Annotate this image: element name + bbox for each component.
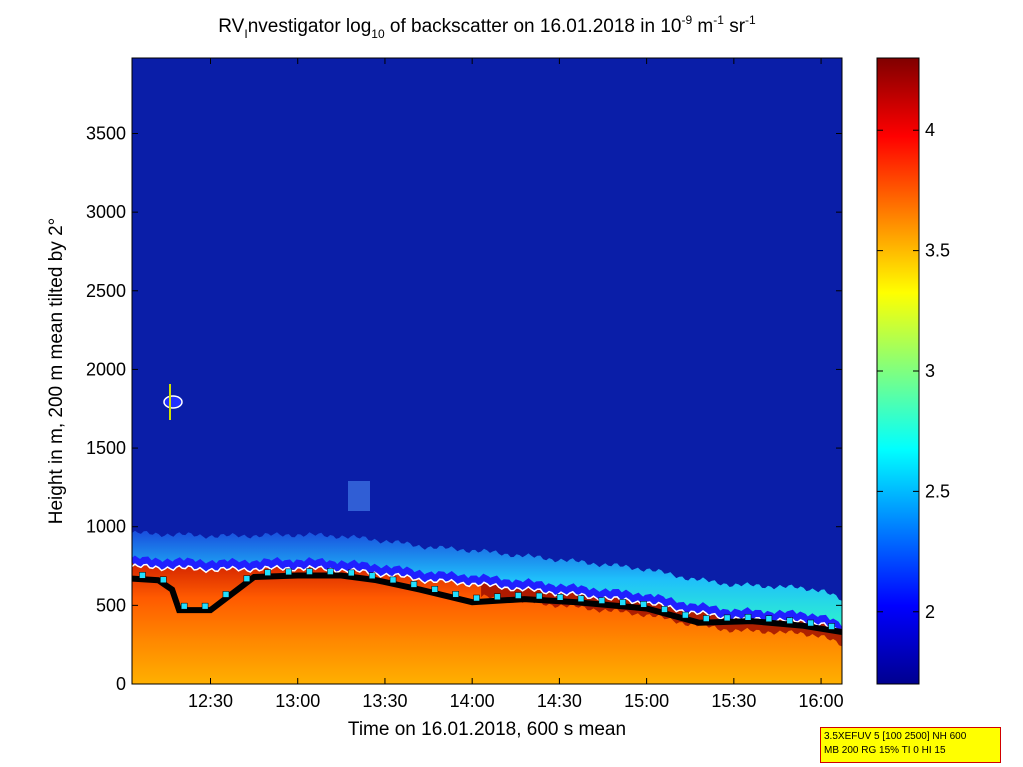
y-tick-label: 2500 [86, 281, 126, 301]
x-tick-label: 15:30 [711, 691, 756, 711]
colorbar-tick-label: 3 [925, 361, 935, 381]
x-tick-label: 12:30 [188, 691, 233, 711]
mlh-marker [201, 602, 209, 610]
mlh-marker [348, 569, 355, 577]
mlh-marker [264, 569, 271, 576]
mlh-marker [243, 575, 251, 582]
x-tick-label: 16:00 [799, 691, 844, 711]
x-tick-label: 14:30 [537, 691, 582, 711]
mlh-marker [640, 601, 647, 608]
mlh-marker [556, 594, 564, 601]
mlh-marker [327, 568, 334, 575]
y-tick-label: 0 [116, 674, 126, 694]
mlh-marker [180, 602, 188, 610]
y-axis-label: Height in m, 200 m mean tilted by 2° [46, 218, 67, 524]
mlh-marker [410, 581, 418, 588]
mlh-marker [807, 619, 814, 627]
info-line-2: MB 200 RG 15% TI 0 HI 15 [824, 745, 946, 756]
x-tick-label: 14:00 [450, 691, 495, 711]
y-tick-label: 3000 [86, 202, 126, 222]
mlh-marker [828, 623, 835, 630]
mlh-marker [222, 591, 230, 598]
plot-frame [131, 57, 843, 685]
x-tick-label: 15:00 [624, 691, 669, 711]
mlh-marker [619, 599, 626, 606]
mlh-marker [160, 576, 167, 583]
isolated-echo-patch [348, 481, 370, 511]
mlh-marker [452, 591, 459, 598]
mlh-marker [598, 597, 606, 604]
x-tick-label: 13:00 [275, 691, 320, 711]
mlh-marker [389, 576, 397, 584]
y-tick-label: 2000 [86, 359, 126, 379]
colorbar-tick-label: 2 [925, 602, 935, 622]
mlh-marker [473, 594, 480, 602]
mlh-marker [786, 617, 794, 624]
mlh-marker [765, 615, 773, 622]
mlh-marker [723, 614, 731, 622]
mixing-layer-height-line [132, 572, 842, 636]
mlh-marker [661, 606, 668, 613]
mlh-marker [494, 593, 501, 601]
colorbar-tick-label: 2.5 [925, 481, 950, 501]
colorbar [876, 57, 920, 685]
mlh-marker [431, 586, 439, 593]
y-tick-label: 1000 [86, 517, 126, 537]
mlh-marker [515, 592, 522, 599]
mlh-marker [682, 611, 689, 619]
chart-title: RVInvestigator log10 of backscatter on 1… [218, 13, 756, 41]
mlh-marker [535, 592, 543, 600]
colorbar-tick-label: 3.5 [925, 241, 950, 261]
mlh-marker [577, 595, 585, 602]
y-axis: 0 500 1000 1500 2000 2500 3000 3500 [86, 123, 842, 694]
y-tick-label: 1500 [86, 438, 126, 458]
x-axis-label: Time on 16.01.2018, 600 s mean [348, 719, 626, 740]
cloud-echo [163, 395, 183, 409]
mlh-marker [368, 572, 376, 579]
y-tick-label: 500 [96, 595, 126, 615]
mlh-marker [139, 572, 146, 579]
mlh-marker [744, 614, 752, 621]
mlh-marker [703, 615, 710, 622]
y-tick-label: 3500 [86, 123, 126, 143]
aerosol-layer [132, 560, 842, 684]
layer-top-outline [132, 563, 842, 636]
info-box: 3.5XEFUV 5 [100 2500] NH 600 MB 200 RG 1… [820, 727, 1001, 763]
x-tick-label: 13:30 [362, 691, 407, 711]
cyan-transition-band [132, 530, 842, 628]
mlh-marker [306, 568, 313, 575]
x-axis: 12:30 13:00 13:30 14:00 14:30 15:00 15:30 16:00 [188, 58, 844, 711]
colorbar-axis: 2 2.5 3 3.5 4 [877, 120, 950, 622]
layer-top-line [132, 555, 842, 634]
info-line-1: 3.5XEFUV 5 [100 2500] NH 600 [824, 731, 967, 742]
mlh-marker [285, 568, 292, 576]
mixing-layer-markers [139, 568, 835, 630]
colorbar-tick-label: 4 [925, 120, 935, 140]
